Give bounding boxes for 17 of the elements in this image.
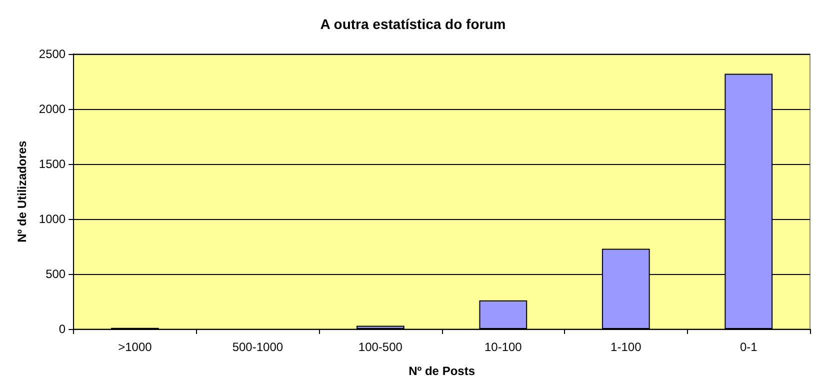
- x-tick-label: 500-1000: [232, 340, 284, 354]
- x-tick-label: 0-1: [740, 340, 758, 354]
- y-tick-label: 0: [58, 322, 66, 336]
- y-axis-title: Nº de Utilizadores: [15, 140, 29, 242]
- x-axis-title: Nº de Posts: [408, 364, 476, 378]
- x-tick-label: 10-100: [484, 340, 522, 354]
- bar: [479, 300, 528, 329]
- x-tick-label: 1-100: [610, 340, 642, 354]
- bar: [356, 326, 404, 329]
- x-tick-label: 100-500: [358, 340, 403, 354]
- y-tick-label: 1500: [38, 157, 66, 171]
- y-tick-label: 2500: [38, 47, 66, 61]
- y-tick-label: 1000: [38, 212, 66, 226]
- x-tick-label: >1000: [118, 340, 152, 354]
- y-tick-label: 500: [46, 267, 66, 281]
- y-tick-label: 2000: [38, 102, 66, 116]
- chart-title: A outra estatística do forum: [320, 16, 506, 32]
